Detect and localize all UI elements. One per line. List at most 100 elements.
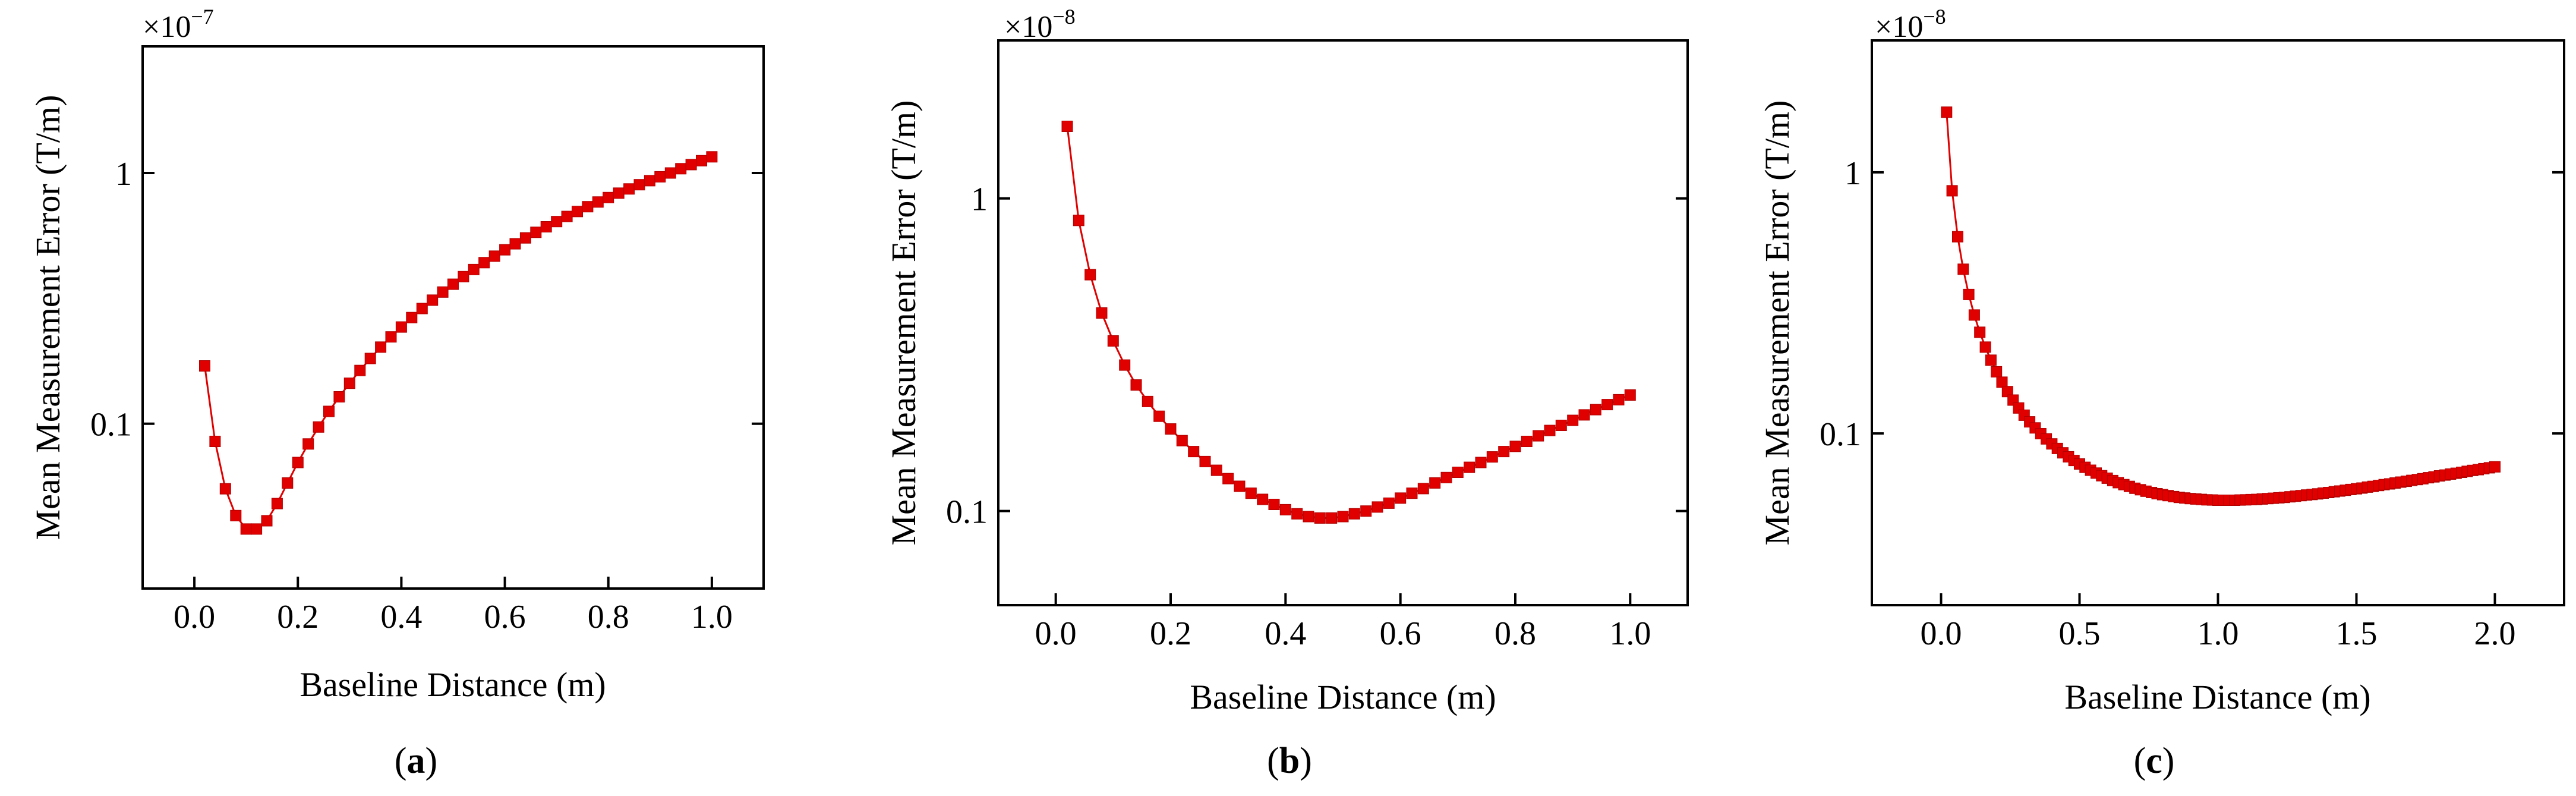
data-point — [644, 175, 655, 187]
data-point — [654, 171, 666, 183]
data-point — [343, 377, 355, 389]
x-tick-label: 0.2 — [277, 599, 319, 635]
panel-caption: (a) — [395, 741, 437, 781]
data-point — [696, 155, 707, 166]
data-point — [1613, 394, 1625, 405]
data-point — [292, 457, 304, 468]
data-point — [1130, 379, 1142, 391]
data-point — [1567, 414, 1579, 426]
x-tick-label: 1.5 — [2336, 615, 2378, 652]
data-point — [199, 360, 210, 372]
data-point — [1968, 309, 1980, 321]
data-point — [1268, 499, 1280, 510]
data-point — [395, 321, 407, 333]
data-point — [1326, 512, 1338, 524]
data-point — [572, 206, 583, 218]
data-point — [1486, 451, 1498, 463]
data-point — [1360, 505, 1372, 517]
data-point — [468, 263, 480, 275]
data-point — [1498, 446, 1510, 458]
data-point — [251, 523, 263, 535]
x-axis-title: Baseline Distance (m) — [1190, 678, 1496, 716]
data-point — [664, 167, 676, 179]
data-point — [1188, 446, 1200, 458]
data-point — [1464, 461, 1475, 473]
data-series — [1061, 121, 1636, 524]
y-axis-ticks: 0.11 — [1820, 155, 2564, 453]
data-point — [1279, 504, 1291, 515]
x-tick-label: 1.0 — [2197, 615, 2239, 652]
y-multiplier: ×10−7 — [143, 5, 214, 44]
data-point — [385, 331, 397, 343]
data-point — [437, 286, 449, 298]
data-point — [458, 270, 469, 282]
data-point — [1073, 215, 1084, 226]
data-point — [1475, 457, 1487, 468]
panel-a: ×10−7 0.0 0.2 0.4 0.6 0.8 1.0 0.11 Baseline D… — [29, 5, 765, 781]
x-tick-label: 0.4 — [1265, 615, 1306, 652]
data-point — [1096, 307, 1108, 319]
y-tick-label: 0.1 — [946, 494, 988, 531]
data-point — [488, 250, 500, 262]
data-point — [582, 201, 594, 213]
series-line — [204, 156, 712, 530]
data-point — [478, 257, 490, 269]
x-tick-label: 0.2 — [1150, 615, 1191, 652]
data-series — [1941, 106, 2501, 506]
data-point — [1946, 185, 1958, 197]
x-tick-label: 0.8 — [1494, 615, 1536, 652]
data-point — [1153, 410, 1165, 422]
data-point — [1979, 341, 1991, 353]
data-point — [1624, 389, 1636, 401]
data-point — [1210, 464, 1222, 476]
y-tick-label: 0.1 — [1820, 416, 1861, 453]
data-point — [1941, 106, 1953, 118]
data-point — [2489, 461, 2501, 473]
data-point — [1291, 508, 1303, 520]
data-point — [1578, 409, 1590, 421]
panel-caption: (c) — [2134, 741, 2175, 781]
data-point — [1245, 487, 1257, 499]
data-point — [1555, 420, 1567, 431]
x-tick-label: 0.0 — [1035, 615, 1077, 652]
data-point — [1107, 335, 1119, 347]
x-tick-label: 0.0 — [174, 599, 215, 635]
data-point — [613, 187, 625, 199]
data-point — [1957, 263, 1969, 275]
y-tick-label: 0.1 — [90, 407, 132, 443]
data-point — [623, 183, 635, 195]
data-point — [302, 438, 314, 450]
x-tick-label: 1.0 — [691, 599, 733, 635]
x-axis-ticks: 0.0 0.2 0.4 0.6 0.8 1.0 — [1035, 593, 1651, 652]
series-line — [1066, 126, 1631, 519]
x-tick-label: 1.0 — [1609, 615, 1651, 652]
data-point — [1314, 512, 1326, 524]
data-point — [282, 477, 294, 489]
data-point — [427, 294, 439, 306]
data-point — [633, 179, 645, 191]
panel-caption: (b) — [1267, 741, 1312, 781]
data-point — [509, 238, 521, 250]
data-point — [1974, 326, 1986, 338]
y-multiplier: ×10−8 — [1875, 5, 1946, 44]
data-point — [261, 515, 273, 527]
panel-c: ×10−8 0.0 0.5 1.0 1.5 2.0 0.11 Baseline Dist… — [1758, 5, 2565, 781]
y-axis-title: Mean Measurement Error (T/m) — [29, 95, 67, 540]
data-point — [1963, 288, 1975, 300]
x-tick-label: 0.8 — [588, 599, 629, 635]
data-point — [209, 436, 221, 447]
data-point — [219, 483, 231, 495]
data-point — [1119, 359, 1131, 371]
data-point — [1199, 455, 1211, 467]
data-point — [1234, 480, 1246, 492]
data-point — [364, 353, 376, 364]
y-axis-title: Mean Measurement Error (T/m) — [884, 100, 923, 546]
data-point — [1383, 497, 1395, 509]
plot-frame — [1871, 39, 2565, 606]
data-point — [1452, 467, 1464, 478]
data-point — [416, 303, 428, 314]
y-tick-label: 1 — [971, 181, 988, 218]
y-axis-ticks: 0.11 — [90, 156, 764, 443]
data-point — [1985, 354, 1997, 366]
